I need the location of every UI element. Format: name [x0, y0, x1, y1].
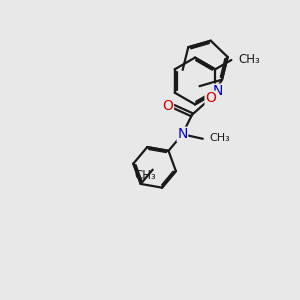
Text: O: O — [205, 91, 216, 105]
Text: CH₃: CH₃ — [238, 52, 260, 66]
Text: CH₃: CH₃ — [209, 133, 230, 143]
Text: CH₃: CH₃ — [134, 169, 156, 182]
Text: N: N — [177, 127, 188, 141]
Text: O: O — [163, 99, 173, 113]
Text: N: N — [212, 84, 223, 98]
